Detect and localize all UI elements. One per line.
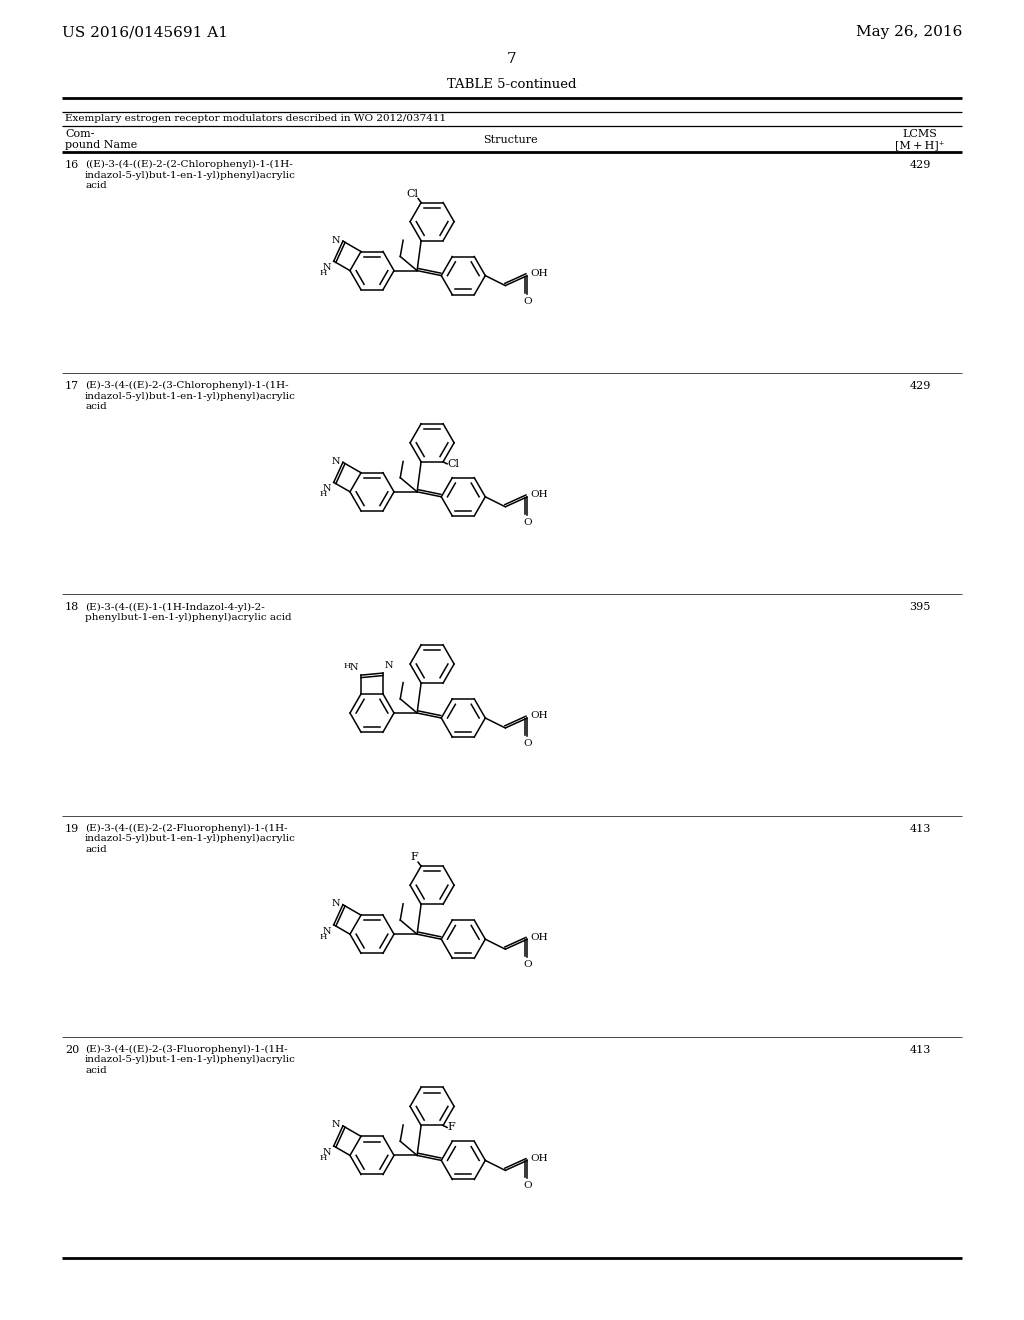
Text: O: O	[523, 960, 531, 969]
Text: US 2016/0145691 A1: US 2016/0145691 A1	[62, 25, 228, 40]
Text: OH: OH	[530, 490, 548, 499]
Text: N: N	[385, 661, 393, 671]
Text: N: N	[323, 927, 331, 936]
Text: LCMS: LCMS	[902, 129, 937, 139]
Text: N: N	[332, 235, 340, 244]
Text: (E)-3-(4-((E)-2-(3-Fluorophenyl)-1-(1H-
indazol-5-yl)but-1-en-1-yl)phenyl)acryli: (E)-3-(4-((E)-2-(3-Fluorophenyl)-1-(1H- …	[85, 1045, 296, 1074]
Text: TABLE 5-continued: TABLE 5-continued	[447, 78, 577, 91]
Text: (E)-3-(4-((E)-2-(3-Chlorophenyl)-1-(1H-
indazol-5-yl)but-1-en-1-yl)phenyl)acryli: (E)-3-(4-((E)-2-(3-Chlorophenyl)-1-(1H- …	[85, 381, 296, 412]
Text: OH: OH	[530, 269, 548, 279]
Text: N: N	[332, 899, 340, 908]
Text: 413: 413	[909, 824, 931, 834]
Text: Cl: Cl	[407, 189, 418, 198]
Text: (E)-3-(4-((E)-1-(1H-Indazol-4-yl)-2-
phenylbut-1-en-1-yl)phenyl)acrylic acid: (E)-3-(4-((E)-1-(1H-Indazol-4-yl)-2- phe…	[85, 602, 292, 622]
Text: 17: 17	[65, 381, 79, 391]
Text: 16: 16	[65, 160, 79, 170]
Text: H: H	[321, 1154, 328, 1162]
Text: 19: 19	[65, 824, 79, 834]
Text: N: N	[349, 663, 358, 672]
Text: N: N	[323, 263, 331, 272]
Text: O: O	[523, 1181, 531, 1191]
Text: Exemplary estrogen receptor modulators described in WO 2012/037411: Exemplary estrogen receptor modulators d…	[65, 114, 446, 123]
Text: May 26, 2016: May 26, 2016	[856, 25, 962, 40]
Text: O: O	[523, 517, 531, 527]
Text: (E)-3-(4-((E)-2-(2-Fluorophenyl)-1-(1H-
indazol-5-yl)but-1-en-1-yl)phenyl)acryli: (E)-3-(4-((E)-2-(2-Fluorophenyl)-1-(1H- …	[85, 824, 296, 854]
Text: Com-: Com-	[65, 129, 94, 139]
Text: 7: 7	[507, 51, 517, 66]
Text: 429: 429	[909, 381, 931, 391]
Text: N: N	[323, 1148, 331, 1158]
Text: OH: OH	[530, 711, 548, 721]
Text: F: F	[447, 1122, 455, 1133]
Text: N: N	[323, 484, 331, 494]
Text: H: H	[321, 491, 328, 499]
Text: OH: OH	[530, 1154, 548, 1163]
Text: H: H	[344, 663, 351, 671]
Text: Cl: Cl	[447, 459, 459, 469]
Text: F: F	[411, 853, 418, 862]
Text: pound Name: pound Name	[65, 140, 137, 150]
Text: Structure: Structure	[482, 135, 538, 145]
Text: O: O	[523, 739, 531, 748]
Text: H: H	[321, 933, 328, 941]
Text: 395: 395	[909, 602, 931, 612]
Text: ((E)-3-(4-((E)-2-(2-Chlorophenyl)-1-(1H-
indazol-5-yl)but-1-en-1-yl)phenyl)acryl: ((E)-3-(4-((E)-2-(2-Chlorophenyl)-1-(1H-…	[85, 160, 296, 190]
Text: N: N	[332, 457, 340, 466]
Text: 20: 20	[65, 1045, 79, 1055]
Text: 429: 429	[909, 160, 931, 170]
Text: O: O	[523, 297, 531, 306]
Text: H: H	[321, 269, 328, 277]
Text: N: N	[332, 1121, 340, 1130]
Text: 18: 18	[65, 602, 79, 612]
Text: OH: OH	[530, 933, 548, 941]
Text: 413: 413	[909, 1045, 931, 1055]
Text: [M + H]⁺: [M + H]⁺	[895, 140, 945, 150]
